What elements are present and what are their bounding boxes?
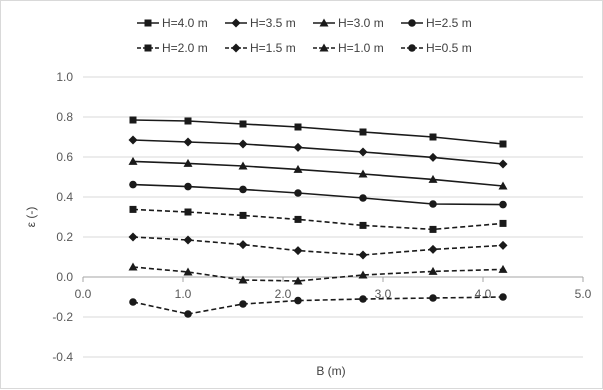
- data-point: [129, 298, 137, 306]
- data-point: [428, 152, 438, 162]
- legend-marker: [231, 18, 241, 28]
- legend-marker: [319, 18, 329, 27]
- data-point: [358, 147, 368, 157]
- data-point: [183, 158, 193, 167]
- x-tick-label: 0.0: [75, 287, 92, 301]
- y-tick-label: 0.6: [56, 150, 73, 164]
- y-tick-label: -0.2: [52, 310, 73, 324]
- data-point: [184, 310, 192, 318]
- data-point: [183, 235, 193, 245]
- legend-marker: [144, 44, 152, 52]
- data-point: [358, 169, 368, 178]
- data-point: [429, 200, 437, 208]
- data-point: [293, 142, 303, 152]
- y-tick-label: 1.0: [56, 70, 73, 84]
- legend-label: H=0.5 m: [426, 41, 472, 55]
- data-point: [128, 232, 138, 242]
- y-tick-label: 0.0: [56, 270, 73, 284]
- data-point: [238, 139, 248, 149]
- data-point: [238, 161, 248, 170]
- data-point: [499, 140, 507, 148]
- data-point: [129, 180, 137, 189]
- legend-label: H=2.0 m: [162, 41, 208, 55]
- data-point: [429, 133, 437, 141]
- data-point: [294, 189, 302, 197]
- data-point: [128, 135, 138, 145]
- data-point: [428, 174, 438, 183]
- data-point: [129, 116, 137, 124]
- x-axis-title: B (m): [316, 364, 345, 378]
- series-group: [128, 116, 508, 318]
- x-tick-label: 4.0: [475, 287, 492, 301]
- legend-marker: [319, 43, 329, 52]
- legend-label: H=1.0 m: [338, 41, 384, 55]
- legend-label: H=1.5 m: [250, 41, 296, 55]
- legend-label: H=2.5 m: [426, 16, 472, 30]
- x-tick-label: 2.0: [275, 287, 292, 301]
- y-tick-label: -0.4: [52, 350, 73, 364]
- y-axis-title: ε (-): [24, 207, 38, 228]
- legend-marker: [408, 44, 416, 52]
- data-point: [498, 159, 508, 169]
- data-point: [359, 128, 367, 136]
- x-tick-label: 5.0: [575, 287, 592, 301]
- y-tick-label: 0.2: [56, 230, 73, 244]
- data-point: [184, 117, 192, 125]
- y-tick-label: 0.4: [56, 190, 73, 204]
- data-point: [294, 215, 302, 223]
- data-point: [428, 244, 438, 254]
- data-point: [293, 164, 303, 173]
- data-point: [498, 181, 508, 190]
- legend-marker: [231, 43, 241, 53]
- data-point: [184, 208, 192, 216]
- data-point: [239, 211, 247, 219]
- data-point: [358, 270, 368, 279]
- data-point: [128, 156, 138, 165]
- legend-marker: [144, 19, 152, 27]
- data-point: [293, 246, 303, 256]
- data-point: [239, 300, 247, 308]
- grid: [83, 76, 583, 358]
- data-point: [183, 267, 193, 276]
- data-point: [359, 295, 367, 303]
- data-point: [293, 276, 303, 285]
- x-tick-label: 1.0: [175, 287, 192, 301]
- data-point: [239, 185, 247, 194]
- y-tick-label: 0.8: [56, 110, 73, 124]
- data-point: [294, 123, 302, 131]
- legend-label: H=4.0 m: [162, 16, 208, 30]
- legend-label: H=3.5 m: [250, 16, 296, 30]
- data-point: [238, 240, 248, 250]
- data-point: [359, 221, 367, 229]
- data-point: [429, 294, 437, 302]
- data-point: [183, 137, 193, 147]
- data-point: [498, 264, 508, 273]
- data-point: [429, 225, 437, 233]
- data-point: [428, 266, 438, 275]
- legend-label: H=3.0 m: [338, 16, 384, 30]
- data-point: [294, 296, 302, 305]
- data-point: [499, 219, 507, 227]
- data-point: [128, 262, 138, 271]
- data-point: [358, 250, 368, 260]
- data-point: [239, 120, 247, 128]
- axes: -0.4-0.20.00.20.40.60.81.00.0 1.0 2.0 3.0 4.…: [52, 70, 591, 364]
- legend-marker: [408, 19, 416, 27]
- data-point: [498, 240, 508, 250]
- data-point: [184, 182, 192, 191]
- data-point: [499, 293, 507, 301]
- data-point: [359, 194, 367, 202]
- data-point: [129, 205, 137, 213]
- data-point: [238, 275, 248, 284]
- data-point: [499, 200, 507, 209]
- x-tick-label: 3.0: [375, 287, 392, 301]
- legend: H=4.0 m H=3.5 m H=3.0 m H=2.5 m H=2.0 m H=1.5…: [137, 16, 472, 55]
